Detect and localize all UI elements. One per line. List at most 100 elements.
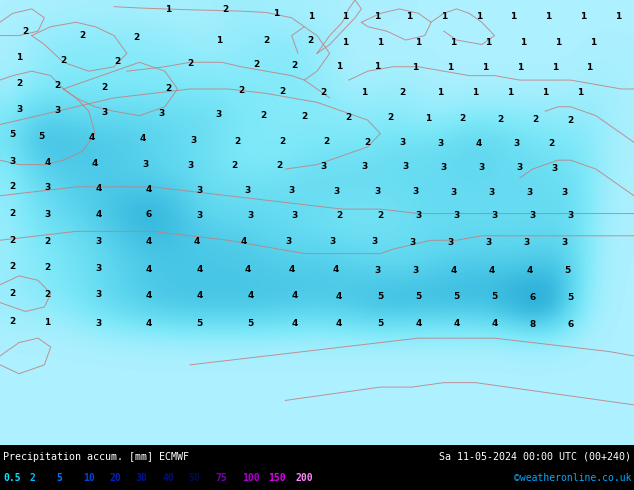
Text: 3: 3 bbox=[95, 264, 101, 273]
Text: 1: 1 bbox=[16, 53, 22, 62]
Text: 4: 4 bbox=[95, 210, 101, 220]
Text: 2: 2 bbox=[276, 162, 282, 171]
Text: 3: 3 bbox=[292, 211, 298, 220]
Text: 1: 1 bbox=[555, 38, 561, 47]
Text: 2: 2 bbox=[567, 116, 574, 124]
Text: 5: 5 bbox=[247, 319, 254, 328]
Text: 1: 1 bbox=[586, 63, 593, 72]
Text: 2: 2 bbox=[10, 289, 16, 298]
Text: 6: 6 bbox=[567, 320, 574, 329]
Text: 3: 3 bbox=[197, 211, 203, 220]
Text: Precipitation accum. [mm] ECMWF: Precipitation accum. [mm] ECMWF bbox=[3, 452, 189, 462]
Text: 3: 3 bbox=[143, 160, 149, 169]
Text: 3: 3 bbox=[190, 136, 197, 145]
Text: 5: 5 bbox=[491, 292, 498, 301]
Text: 2: 2 bbox=[346, 113, 352, 122]
Text: 100: 100 bbox=[242, 473, 259, 483]
Text: 4: 4 bbox=[44, 158, 51, 167]
Text: 2: 2 bbox=[10, 209, 16, 218]
Text: 1: 1 bbox=[520, 38, 526, 47]
Text: 3: 3 bbox=[441, 163, 447, 172]
Text: 2: 2 bbox=[399, 88, 406, 97]
Text: 2: 2 bbox=[279, 137, 285, 146]
Text: 2: 2 bbox=[10, 263, 16, 271]
Text: 3: 3 bbox=[450, 188, 456, 196]
Text: 3: 3 bbox=[523, 238, 529, 246]
Text: 30: 30 bbox=[136, 473, 148, 483]
Text: 3: 3 bbox=[409, 238, 415, 246]
Text: 2: 2 bbox=[301, 112, 307, 121]
Text: 3: 3 bbox=[374, 266, 380, 274]
Text: 2: 2 bbox=[263, 36, 269, 46]
Text: 1: 1 bbox=[615, 12, 621, 22]
Text: 3: 3 bbox=[333, 187, 339, 196]
Text: 4: 4 bbox=[146, 265, 152, 274]
Text: 2: 2 bbox=[323, 137, 330, 146]
Text: 2: 2 bbox=[260, 111, 266, 120]
Text: 4: 4 bbox=[491, 319, 498, 328]
Text: 1: 1 bbox=[307, 12, 314, 22]
Text: 2: 2 bbox=[54, 81, 60, 90]
Text: 3: 3 bbox=[216, 110, 222, 119]
Text: 1: 1 bbox=[273, 9, 279, 18]
Text: 3: 3 bbox=[371, 237, 377, 246]
Text: 5: 5 bbox=[56, 473, 62, 483]
Text: 1: 1 bbox=[216, 36, 222, 45]
Text: 4: 4 bbox=[244, 265, 250, 274]
Text: 3: 3 bbox=[244, 186, 250, 195]
Text: 2: 2 bbox=[548, 139, 555, 148]
Text: 3: 3 bbox=[16, 104, 22, 114]
Text: 3: 3 bbox=[374, 187, 380, 196]
Text: 3: 3 bbox=[561, 238, 567, 246]
Text: 4: 4 bbox=[146, 185, 152, 194]
Text: 2: 2 bbox=[279, 87, 285, 96]
Text: 4: 4 bbox=[415, 319, 422, 328]
Text: 3: 3 bbox=[288, 186, 295, 195]
Text: 3: 3 bbox=[491, 211, 498, 220]
Text: Sa 11-05-2024 00:00 UTC (00+240): Sa 11-05-2024 00:00 UTC (00+240) bbox=[439, 452, 631, 462]
Text: 1: 1 bbox=[545, 12, 552, 22]
Text: 1: 1 bbox=[485, 38, 491, 47]
Text: 4: 4 bbox=[193, 237, 200, 245]
Text: 4: 4 bbox=[333, 265, 339, 274]
Text: 3: 3 bbox=[330, 237, 336, 246]
Text: 2: 2 bbox=[387, 113, 393, 122]
Text: 6: 6 bbox=[146, 210, 152, 220]
Text: 1: 1 bbox=[507, 88, 514, 97]
Text: 4: 4 bbox=[292, 292, 298, 300]
Text: 1: 1 bbox=[342, 38, 349, 47]
Text: 2: 2 bbox=[101, 83, 108, 92]
Text: 1: 1 bbox=[482, 63, 488, 72]
Text: 2: 2 bbox=[44, 237, 51, 245]
Text: 4: 4 bbox=[197, 291, 203, 300]
Text: 3: 3 bbox=[10, 157, 16, 166]
Text: 4: 4 bbox=[146, 237, 152, 245]
Text: 75: 75 bbox=[216, 473, 227, 483]
Text: 5: 5 bbox=[377, 319, 384, 328]
Text: 5: 5 bbox=[567, 293, 574, 302]
Text: 2: 2 bbox=[377, 211, 384, 220]
Text: 4: 4 bbox=[241, 237, 247, 245]
Text: 2: 2 bbox=[533, 115, 539, 124]
Text: 2: 2 bbox=[336, 211, 342, 220]
Text: 1: 1 bbox=[590, 38, 596, 47]
Text: 1: 1 bbox=[377, 38, 384, 47]
Text: 2: 2 bbox=[292, 61, 298, 71]
Text: 3: 3 bbox=[247, 211, 254, 220]
Text: 1: 1 bbox=[476, 12, 482, 22]
Text: 2: 2 bbox=[254, 60, 260, 69]
Text: 3: 3 bbox=[552, 164, 558, 172]
Text: 3: 3 bbox=[517, 163, 523, 172]
Text: 2: 2 bbox=[165, 84, 171, 94]
Text: 1: 1 bbox=[447, 63, 453, 72]
Text: 1: 1 bbox=[517, 63, 523, 72]
Text: 4: 4 bbox=[92, 159, 98, 168]
Text: 6: 6 bbox=[529, 293, 536, 302]
Text: 2: 2 bbox=[498, 115, 504, 124]
Text: 2: 2 bbox=[60, 55, 67, 65]
Text: 3: 3 bbox=[158, 109, 165, 118]
Text: 2: 2 bbox=[187, 59, 193, 68]
Text: 3: 3 bbox=[567, 211, 574, 220]
Text: 2: 2 bbox=[10, 236, 16, 245]
Text: 3: 3 bbox=[403, 162, 409, 171]
